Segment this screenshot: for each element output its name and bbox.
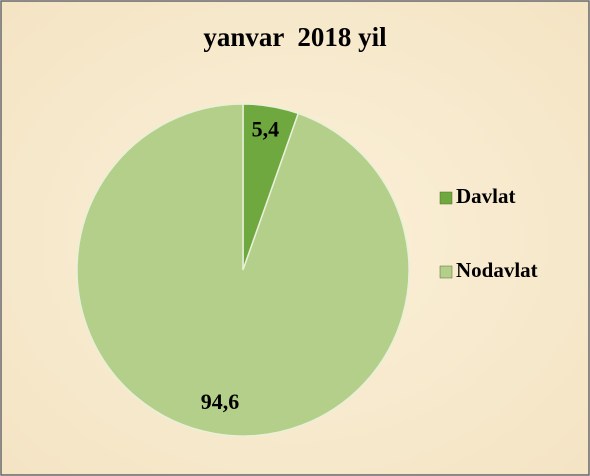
legend-label: Nodavlat (456, 258, 538, 282)
data-label: 5,4 (252, 117, 280, 142)
legend-swatch (439, 265, 453, 279)
legend-label: Davlat (456, 184, 516, 208)
chart-title: yanvar 2018 yil (203, 22, 387, 52)
pie-slice (76, 103, 410, 437)
data-label: 94,6 (201, 389, 240, 414)
legend-swatch (439, 191, 453, 205)
